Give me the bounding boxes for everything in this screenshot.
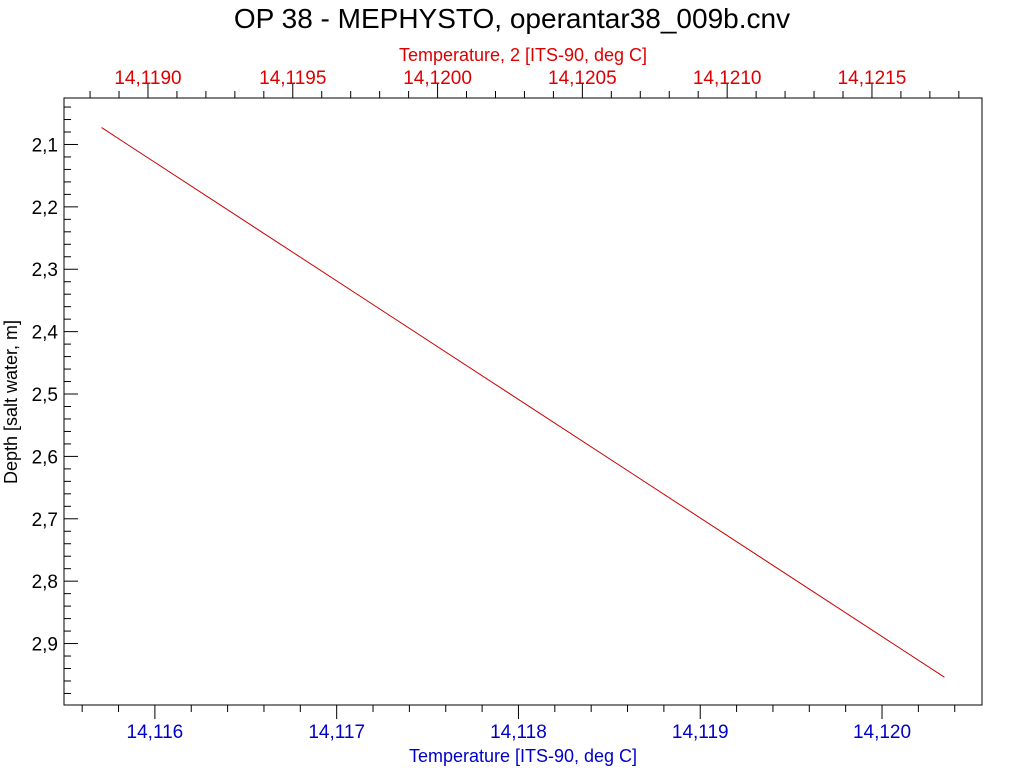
y-tick-label: 2,6 [32, 447, 58, 468]
y-tick-label: 2,2 [32, 198, 58, 219]
temperature-2-line [101, 127, 945, 678]
y-tick-label: 2,5 [32, 385, 58, 406]
top-tick-label: 14,1195 [259, 68, 326, 89]
series-layer [101, 127, 945, 678]
y-axis-title: Depth [salt water, m] [1, 320, 21, 484]
bottom-tick-label: 14,119 [672, 722, 729, 743]
bottom-axis-title: Temperature [ITS-90, deg C] [409, 746, 637, 766]
top-tick-label: 14,1215 [838, 68, 907, 89]
y-tick-label: 2,7 [32, 510, 58, 531]
y-tick-label: 2,8 [32, 572, 58, 593]
top-tick-label: 14,1200 [403, 68, 472, 89]
y-axis-ticks: 2,1 2,2 2,3 2,4 2,5 2,6 2,7 2,8 2,9 [32, 106, 78, 694]
top-axis-title: Temperature, 2 [ITS-90, deg C] [399, 45, 647, 65]
bottom-tick-label: 14,120 [853, 722, 911, 743]
plot-frame [63, 97, 983, 706]
top-tick-label: 14,1190 [114, 68, 181, 89]
bottom-tick-label: 14,117 [308, 722, 365, 743]
chart-title: OP 38 - MEPHYSTO, operantar38_009b.cnv [234, 3, 790, 34]
top-tick-label: 14,1210 [693, 68, 762, 89]
y-tick-label: 2,3 [32, 260, 58, 281]
y-tick-label: 2,1 [32, 135, 58, 156]
bottom-axis-ticks: 14,116 14,117 14,118 14,119 14,120 [81, 705, 956, 743]
top-tick-label: 14,1205 [548, 68, 617, 89]
y-tick-label: 2,9 [32, 635, 58, 656]
bottom-tick-label: 14,116 [127, 722, 184, 743]
y-tick-label: 2,4 [32, 323, 59, 344]
top-axis-ticks: 14,1190 14,1195 14,1200 14,1205 14,1210 14,12… [89, 68, 960, 98]
bottom-tick-label: 14,118 [490, 722, 547, 743]
